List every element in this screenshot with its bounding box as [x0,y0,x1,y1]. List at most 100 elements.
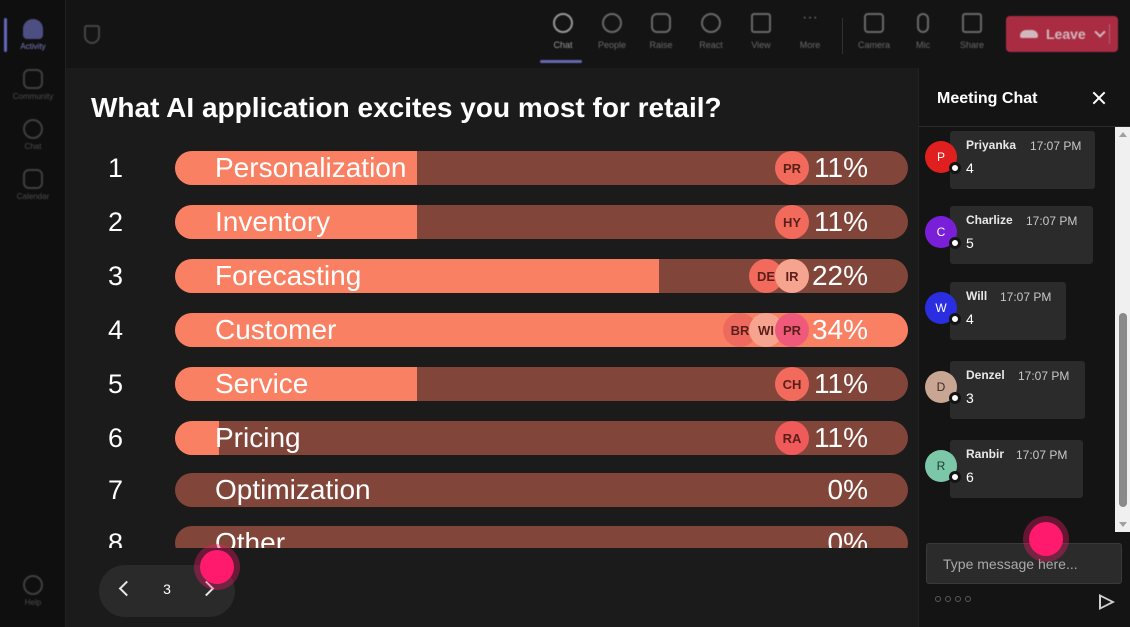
poll-option-label: Other [215,527,286,548]
format-icon[interactable] [935,596,941,602]
emoji-icon[interactable] [955,596,961,602]
chat-sender-name: Will [966,289,988,303]
chat-message-bubble: Will 17:07 PM 4 [950,282,1066,340]
presence-status-icon [949,471,961,483]
scrollbar-thumb[interactable] [1119,313,1127,507]
close-icon[interactable] [1091,90,1107,106]
people-button-label: People [597,40,627,50]
chat-message-bubble: Ranbir 17:07 PM 6 [950,440,1083,498]
poll-option-percent: 11% [814,368,868,399]
pointer-highlight [1029,522,1063,556]
poll-option-bar-fill [175,367,417,401]
voter-avatar: HY [775,205,809,239]
camera-button[interactable]: Camera [849,10,899,60]
send-icon[interactable] [1099,594,1115,610]
poll-option-row: 8 Other 0% [66,524,918,548]
chat-message: Will 17:07 PM 4 W [925,282,1115,344]
chat-message: Denzel 17:07 PM 3 D [925,361,1115,423]
rail-item-calendar[interactable]: Calendar [0,162,66,208]
people-button[interactable]: People [587,10,637,60]
voter-avatar: IR [775,259,809,293]
chat-scrollbar[interactable] [1115,127,1130,532]
chat-sender-name: Priyanka [966,138,1017,152]
view-button-label: View [751,40,771,50]
chat-message-text: 4 [966,160,974,176]
chat-message-box[interactable] [926,543,1122,584]
chevron-left-icon[interactable] [118,580,135,597]
voter-avatar: RA [775,421,809,455]
poll-option-bar [175,526,908,548]
view-button[interactable]: View [736,10,786,60]
chat-message-text: 3 [966,390,974,406]
poll-option-number: 6 [108,423,124,453]
mic-icon [917,13,929,33]
chat-message: Charlize 17:07 PM 5 C [925,206,1115,268]
gif-icon[interactable] [965,596,971,602]
rail-item-chat[interactable]: Chat [0,112,66,158]
poll-option-label: Optimization [215,474,371,505]
mic-button-label: Mic [916,40,930,50]
share-button-label: Share [959,40,985,50]
person-icon [602,13,622,33]
chat-message-text: 4 [966,311,974,327]
rail-item-activity[interactable]: Activity [0,12,66,58]
chat-timestamp: 17:07 PM [1030,139,1082,153]
page-number: 3 [163,581,171,597]
mic-button[interactable]: Mic [898,10,948,60]
react-button[interactable]: React [686,10,736,60]
more-button[interactable]: ··· More [785,10,835,60]
presence-status-icon [949,237,961,249]
poll-option-label: Service [215,368,309,399]
poll-option-percent: 11% [814,206,868,237]
calendar-icon [23,169,43,189]
poll-option-number: 8 [108,528,124,548]
chevron-down-icon[interactable] [1094,26,1106,38]
avatar[interactable]: D [925,371,957,403]
rail-item-community[interactable]: Community [0,62,66,108]
poll-option-label: Customer [215,314,337,345]
poll-option-row: 1 Personalization PR 11% [66,149,918,187]
chat-sender-name: Ranbir [966,447,1005,461]
share-button[interactable]: Share [947,10,997,60]
presence-status-icon [949,313,961,325]
chat-timestamp: 17:07 PM [1016,448,1068,462]
chat-timestamp: 17:07 PM [1018,369,1070,383]
poll-option-row: 4 Customer BR WI PR 34% [66,311,918,349]
rail-item-help[interactable]: Help [0,568,66,614]
chat-header-divider [919,126,1130,127]
chat-button[interactable]: Chat [538,10,588,63]
raise-hand-button[interactable]: Raise [636,10,686,60]
poll-option-bar-fill [175,421,219,455]
chat-message-text: 6 [966,469,974,485]
chat-message-input[interactable] [927,544,1121,583]
poll-option-row: 3 Forecasting DE IR 22% [66,257,918,295]
app-rail: Activity Community Chat Calendar Help [0,0,66,627]
chat-timestamp: 17:07 PM [1026,214,1078,228]
presence-status-icon [949,162,961,174]
meeting-toolbar: Chat People Raise React View ··· More Ca… [66,0,1130,68]
rail-label: Calendar [16,192,50,201]
poll-option-bar-fill [175,259,659,293]
scroll-up-arrow-icon[interactable] [1119,132,1127,137]
phone-hangup-icon [1020,30,1038,38]
attach-icon[interactable] [945,596,951,602]
poll-option-label: Forecasting [215,260,362,291]
react-button-label: React [699,40,723,50]
poll-option-number: 5 [108,369,124,399]
hand-icon [651,13,671,33]
avatar[interactable]: C [925,216,957,248]
poll-option-bar [175,473,908,507]
raise-button-label: Raise [649,40,673,50]
presence-status-icon [949,392,961,404]
meeting-chat-panel: Meeting Chat Priyanka 17:07 PM 4 P Charlize 1… [918,68,1130,627]
rail-label: Chat [24,142,42,151]
chat-sender-name: Denzel [966,368,1005,382]
share-screen-icon [962,13,982,33]
chat-message-bubble: Charlize 17:07 PM 5 [950,206,1093,264]
poll-question: What AI application excites you most for… [91,92,722,123]
poll-stage: What AI application excites you most for… [66,68,918,627]
poll-option-percent: 0% [827,527,868,548]
scroll-down-arrow-icon[interactable] [1119,522,1127,527]
shield-icon [84,25,100,44]
leave-button[interactable]: Leave [1006,16,1118,52]
